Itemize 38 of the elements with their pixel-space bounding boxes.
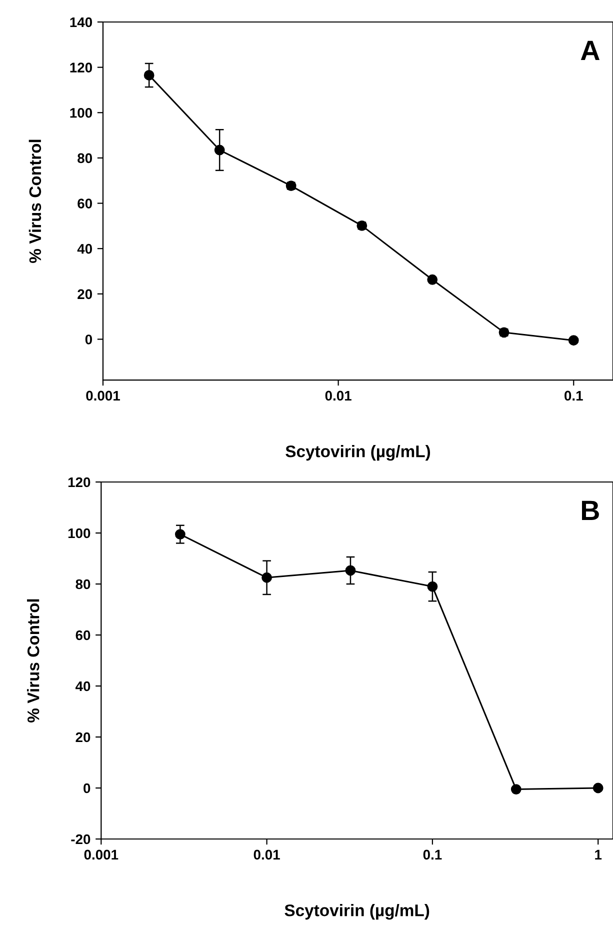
point xyxy=(345,565,356,576)
x-axis-title: Scytovirin (µg/mL) xyxy=(286,445,430,461)
x-axis-title: Scytovirin (µg/mL) xyxy=(284,904,430,920)
point xyxy=(144,70,154,80)
y-tick-label: 40 xyxy=(75,681,90,692)
annotation: A xyxy=(580,40,600,60)
y-tick-label: 120 xyxy=(70,62,92,72)
point xyxy=(427,274,438,285)
x-tick-label: 0.01 xyxy=(325,390,352,401)
y-tick-label: 120 xyxy=(68,477,90,488)
point xyxy=(568,335,579,346)
y-tick-label: 80 xyxy=(76,579,90,590)
y-tick-label: 20 xyxy=(78,289,92,300)
y-tick-label: 20 xyxy=(76,732,90,742)
annotation: B xyxy=(582,500,599,520)
y-tick-label: -20 xyxy=(71,834,90,844)
y-tick-label: 140 xyxy=(70,17,92,28)
y-tick-label: 60 xyxy=(78,198,92,208)
y-tick-label: 80 xyxy=(78,153,92,164)
y-tick-label: 60 xyxy=(76,630,90,640)
x-tick-label: 0.01 xyxy=(254,850,280,860)
x-tick-label: 0.1 xyxy=(564,390,583,401)
point xyxy=(262,572,272,583)
x-tick-label: 0.001 xyxy=(86,390,120,401)
y-axis-title: % Virus Control xyxy=(27,599,40,722)
point xyxy=(510,784,522,794)
x-tick-label: 1 xyxy=(595,850,602,860)
y-axis-title: % Virus Control xyxy=(28,140,42,263)
y-tick-label: 40 xyxy=(77,244,92,254)
x-tick-label: 0.001 xyxy=(84,850,118,860)
y-tick-label: 0 xyxy=(85,334,92,344)
y-tick-label: 100 xyxy=(70,108,92,118)
x-tick-label: 0.1 xyxy=(423,850,442,860)
point xyxy=(427,581,438,592)
y-tick-label: 100 xyxy=(68,528,90,538)
point xyxy=(214,144,225,156)
y-tick-label: 0 xyxy=(84,783,90,794)
point xyxy=(592,782,604,794)
